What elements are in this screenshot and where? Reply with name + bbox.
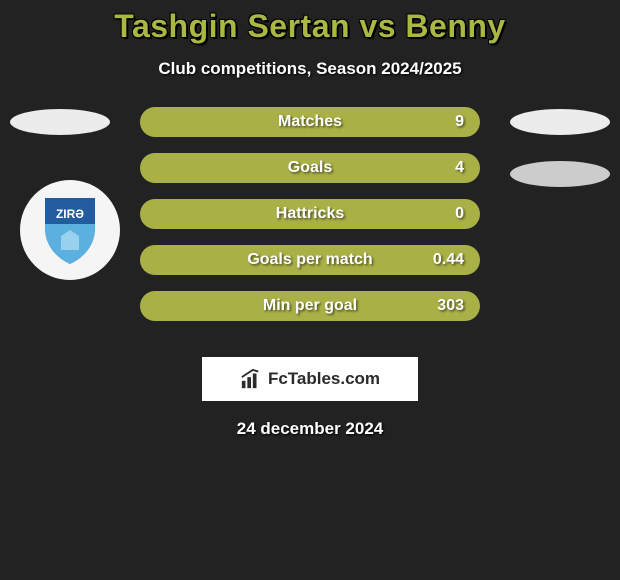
stat-label: Min per goal <box>263 297 357 315</box>
stat-row: Goals 4 <box>0 155 620 201</box>
stat-row: Min per goal 303 <box>0 293 620 339</box>
branding-banner: FcTables.com <box>202 357 418 401</box>
stat-row: Goals per match 0.44 <box>0 247 620 293</box>
stat-label: Matches <box>278 113 342 131</box>
stat-value-right: 4 <box>455 159 464 177</box>
stat-bar: Goals 4 <box>140 153 480 183</box>
stat-label: Goals <box>288 159 332 177</box>
subtitle: Club competitions, Season 2024/2025 <box>0 59 620 79</box>
stat-value-right: 0 <box>455 205 464 223</box>
stat-row: Matches 9 <box>0 109 620 155</box>
stat-row: Hattricks 0 <box>0 201 620 247</box>
page-title: Tashgin Sertan vs Benny <box>0 0 620 45</box>
player2-marker <box>510 109 610 135</box>
stat-value-right: 303 <box>437 297 464 315</box>
stat-label: Goals per match <box>247 251 372 269</box>
stats-container: Matches 9 Goals 4 Hattricks 0 Goals per … <box>0 109 620 339</box>
stat-bar: Min per goal 303 <box>140 291 480 321</box>
stat-value-right: 9 <box>455 113 464 131</box>
stat-bar: Hattricks 0 <box>140 199 480 229</box>
stat-bar: Goals per match 0.44 <box>140 245 480 275</box>
stat-label: Hattricks <box>276 205 344 223</box>
date-text: 24 december 2024 <box>0 419 620 439</box>
stat-value-right: 0.44 <box>433 251 464 269</box>
player1-marker <box>10 109 110 135</box>
stat-bar: Matches 9 <box>140 107 480 137</box>
branding-text: FcTables.com <box>268 369 380 389</box>
chart-icon <box>240 368 262 390</box>
player2-marker <box>510 161 610 187</box>
